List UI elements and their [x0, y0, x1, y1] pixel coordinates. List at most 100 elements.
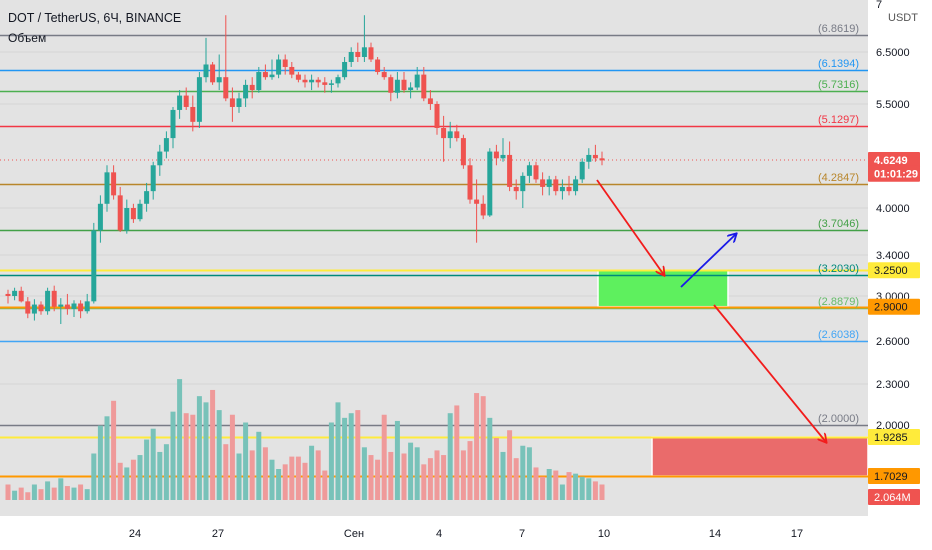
candle: [421, 66, 427, 102]
volume-bar: [97, 425, 103, 500]
price-tag-background: [868, 298, 920, 315]
candle-body: [58, 304, 64, 307]
candle-body: [355, 52, 361, 57]
level-label: (2.8879): [818, 296, 859, 308]
time-tick: 4: [436, 528, 442, 540]
arrow-up-rebound[interactable]: [680, 234, 736, 288]
volume-bar: [45, 481, 51, 500]
time-tick: 24: [129, 528, 141, 540]
price-tick: 3.4000: [876, 250, 910, 262]
candle-body: [177, 95, 183, 110]
volume-bar: [78, 484, 84, 500]
volume-bar: [559, 484, 565, 500]
time-axis[interactable]: 24 27 Сен 4 7 10 14 17: [129, 528, 803, 540]
price-tag: 2.9000: [868, 298, 920, 315]
volume-bar: [586, 478, 592, 500]
candle-body: [447, 131, 453, 139]
candle: [31, 299, 37, 321]
time-tick: 17: [791, 528, 803, 540]
volume-bar: [520, 445, 526, 500]
time-tick: 27: [212, 528, 224, 540]
volume-bar: [507, 430, 513, 500]
candle-body: [71, 303, 77, 309]
volume-bar: [434, 450, 440, 500]
volume-bar: [38, 489, 44, 500]
candle-body: [236, 98, 242, 107]
volume-bar: [467, 441, 473, 500]
volume-bar: [460, 450, 466, 500]
volume-bar: [223, 444, 229, 500]
candle-body: [328, 83, 334, 85]
volume-bar: [150, 428, 156, 500]
volume-bar: [64, 486, 70, 500]
candle: [203, 37, 209, 83]
volume-bars: [5, 379, 605, 500]
candle-body: [434, 104, 440, 129]
volume-bar: [315, 450, 321, 500]
candle: [493, 144, 499, 166]
candle-body: [427, 98, 433, 104]
candle-body: [25, 301, 31, 314]
price-tick: 6.5000: [876, 47, 910, 59]
candle: [262, 64, 268, 80]
candle-body: [408, 87, 414, 91]
volume-bar: [408, 442, 414, 500]
target-zone[interactable]: [651, 436, 869, 477]
candle: [104, 165, 110, 212]
level-label: (5.7316): [818, 79, 859, 91]
candle-body: [520, 175, 526, 192]
price-axis[interactable]: USDT 6.50005.50004.00003.40003.00002.600…: [876, 0, 918, 432]
candle: [12, 287, 18, 301]
level-label: (4.2847): [818, 172, 859, 184]
volume-bar: [177, 379, 183, 500]
candle: [599, 151, 605, 166]
candle-body: [474, 199, 480, 204]
price-tag: 1.9285: [868, 429, 920, 445]
candle-body: [493, 151, 499, 159]
volume-bar: [31, 484, 37, 500]
level-label: (2.0000): [818, 413, 859, 425]
candle-body: [210, 64, 216, 83]
price-tag-label: 1.9285: [874, 432, 908, 444]
candle-body: [117, 195, 123, 231]
candle-body: [599, 158, 605, 161]
candle: [381, 66, 387, 80]
candle: [513, 179, 519, 200]
candle: [401, 72, 407, 93]
volume-bar: [51, 487, 57, 500]
candle-body: [441, 128, 447, 139]
volume-bar: [526, 447, 532, 500]
candle-body: [64, 304, 70, 309]
candle: [441, 115, 447, 162]
level-label: (6.8619): [818, 23, 859, 35]
candle: [295, 72, 301, 83]
candle: [315, 77, 321, 88]
volume-bar: [368, 455, 374, 500]
level-label: (2.6038): [818, 329, 859, 341]
volume-bar: [592, 481, 598, 500]
arrow-down-to-target-zone[interactable]: [713, 304, 826, 442]
volume-bar: [5, 484, 11, 500]
volume-bar: [599, 484, 605, 500]
candle-body: [163, 138, 169, 152]
candle-body: [394, 79, 400, 93]
candle-body: [31, 304, 37, 314]
volume-bar: [394, 420, 400, 500]
candle: [375, 56, 381, 75]
arrow-down-to-buy-zone[interactable]: [596, 179, 664, 275]
candle-body: [533, 165, 539, 180]
candle: [566, 175, 572, 196]
candle: [500, 138, 506, 162]
candle: [520, 172, 526, 208]
candle: [150, 161, 156, 200]
candle-body: [526, 165, 532, 176]
candle: [368, 42, 374, 62]
forecast-arrows[interactable]: [596, 179, 826, 442]
candle-body: [421, 74, 427, 99]
volume-bar: [355, 410, 361, 500]
candle-body: [342, 61, 348, 78]
volume-bar: [249, 450, 255, 500]
time-tick: 10: [598, 528, 610, 540]
price-tag: 2.064M: [868, 489, 920, 505]
